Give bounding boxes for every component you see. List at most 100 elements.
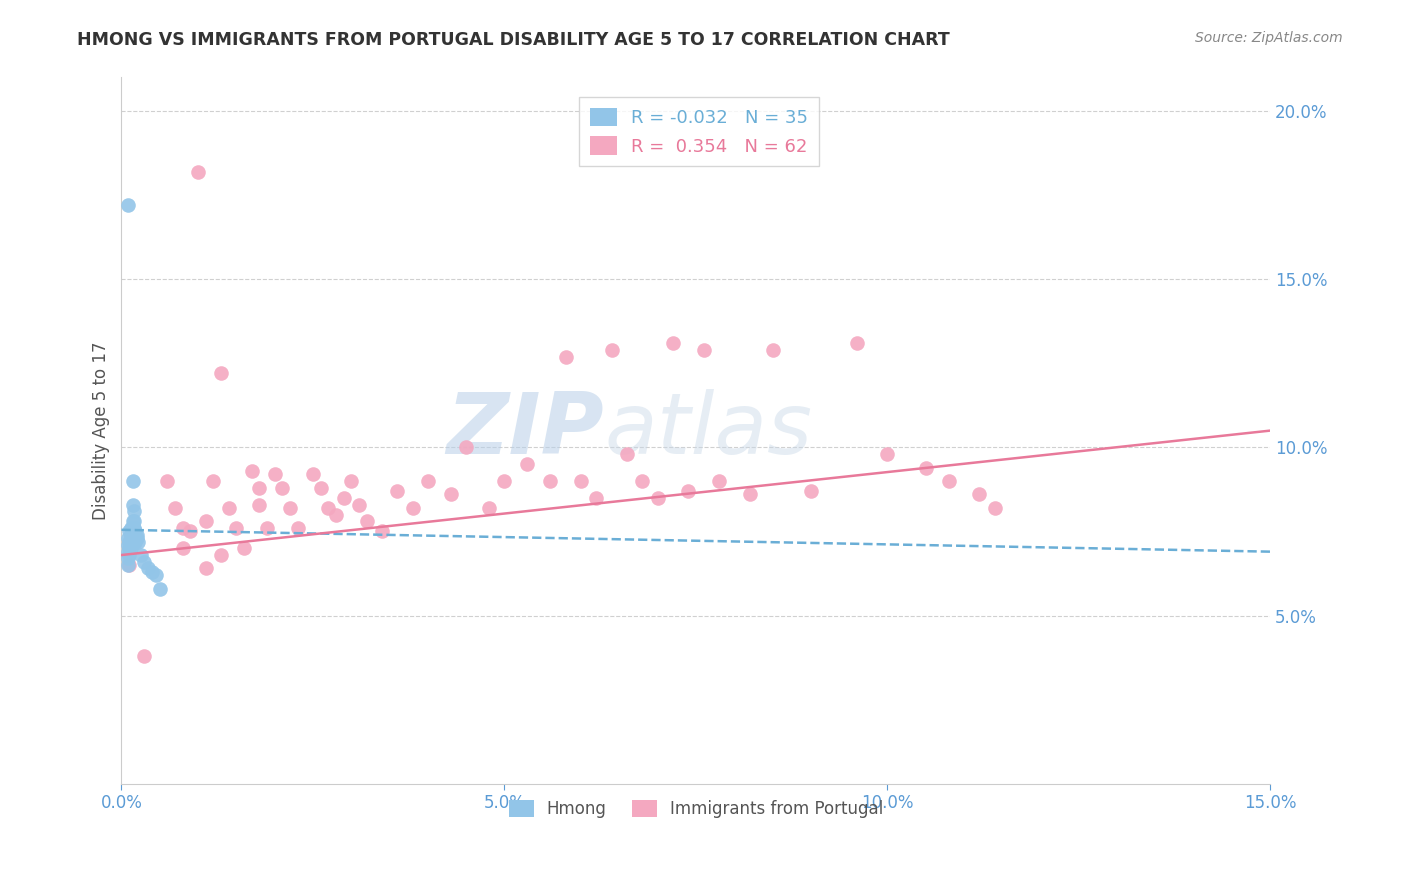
Point	[938, 474, 960, 488]
Point	[969, 487, 991, 501]
Point	[876, 447, 898, 461]
Point	[122, 515, 145, 529]
Point	[179, 524, 201, 539]
Point	[287, 521, 309, 535]
Point	[120, 531, 142, 545]
Point	[662, 336, 685, 351]
Point	[738, 487, 761, 501]
Point	[124, 534, 146, 549]
Point	[983, 500, 1005, 515]
Point	[247, 498, 270, 512]
Point	[124, 524, 146, 539]
Text: HMONG VS IMMIGRANTS FROM PORTUGAL DISABILITY AGE 5 TO 17 CORRELATION CHART: HMONG VS IMMIGRANTS FROM PORTUGAL DISABI…	[77, 31, 950, 49]
Point	[332, 491, 354, 505]
Point	[800, 484, 823, 499]
Point	[194, 515, 217, 529]
Point	[122, 515, 145, 529]
Point	[118, 541, 141, 556]
Point	[141, 565, 163, 579]
Point	[325, 508, 347, 522]
Legend: Hmong, Immigrants from Portugal: Hmong, Immigrants from Portugal	[502, 793, 890, 825]
Point	[278, 500, 301, 515]
Point	[172, 521, 194, 535]
Point	[247, 481, 270, 495]
Point	[122, 504, 145, 518]
Point	[122, 498, 145, 512]
Point	[134, 555, 156, 569]
Point	[631, 474, 654, 488]
Point	[165, 500, 187, 515]
Point	[554, 350, 576, 364]
Point	[202, 474, 225, 488]
Point	[309, 481, 332, 495]
Point	[120, 541, 142, 556]
Point	[118, 558, 141, 573]
Point	[845, 336, 868, 351]
Point	[416, 474, 439, 488]
Point	[121, 521, 143, 535]
Point	[516, 457, 538, 471]
Point	[194, 561, 217, 575]
Point	[616, 447, 638, 461]
Point	[209, 548, 232, 562]
Point	[122, 524, 145, 539]
Text: atlas: atlas	[605, 389, 813, 472]
Y-axis label: Disability Age 5 to 17: Disability Age 5 to 17	[93, 342, 110, 520]
Point	[401, 500, 423, 515]
Point	[218, 500, 240, 515]
Point	[187, 164, 209, 178]
Point	[118, 534, 141, 549]
Point	[240, 464, 263, 478]
Point	[124, 521, 146, 535]
Point	[117, 551, 139, 566]
Point	[347, 498, 370, 512]
Point	[118, 524, 141, 539]
Point	[233, 541, 256, 556]
Point	[271, 481, 294, 495]
Point	[172, 541, 194, 556]
Point	[914, 460, 936, 475]
Point	[120, 521, 142, 535]
Point	[134, 648, 156, 663]
Point	[125, 531, 148, 545]
Point	[340, 474, 363, 488]
Point	[707, 474, 730, 488]
Point	[692, 343, 714, 357]
Point	[124, 528, 146, 542]
Point	[117, 198, 139, 212]
Point	[494, 474, 516, 488]
Text: Source: ZipAtlas.com: Source: ZipAtlas.com	[1195, 31, 1343, 45]
Point	[136, 561, 159, 575]
Point	[371, 524, 394, 539]
Point	[118, 548, 141, 562]
Point	[302, 467, 325, 482]
Point	[117, 558, 139, 573]
Point	[761, 343, 783, 357]
Point	[256, 521, 278, 535]
Point	[263, 467, 285, 482]
Point	[121, 531, 143, 545]
Point	[125, 528, 148, 542]
Point	[538, 474, 561, 488]
Point	[647, 491, 669, 505]
Point	[316, 500, 339, 515]
Point	[145, 568, 167, 582]
Point	[156, 474, 179, 488]
Point	[129, 548, 152, 562]
Text: ZIP: ZIP	[446, 389, 605, 472]
Point	[209, 367, 232, 381]
Point	[585, 491, 607, 505]
Point	[600, 343, 623, 357]
Point	[385, 484, 408, 499]
Point	[678, 484, 700, 499]
Point	[127, 534, 149, 549]
Point	[122, 534, 145, 549]
Point	[122, 474, 145, 488]
Point	[456, 441, 478, 455]
Point	[149, 582, 172, 596]
Point	[440, 487, 463, 501]
Point	[117, 544, 139, 558]
Point	[478, 500, 501, 515]
Point	[225, 521, 247, 535]
Point	[117, 538, 139, 552]
